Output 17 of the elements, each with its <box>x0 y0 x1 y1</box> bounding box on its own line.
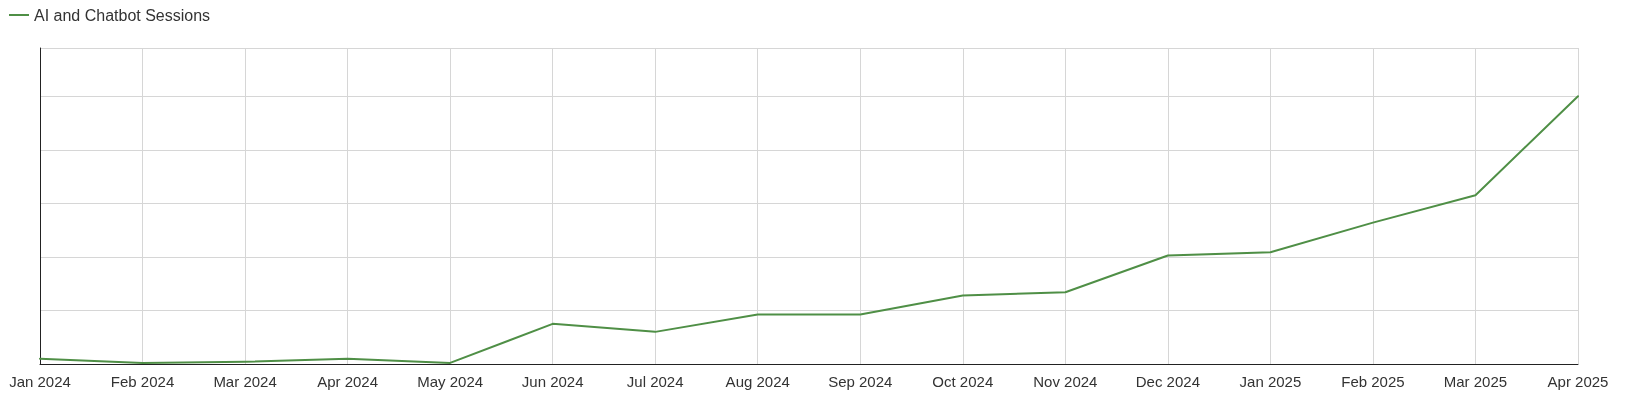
x-tick-label: Aug 2024 <box>725 373 790 390</box>
x-tick-label: Apr 2025 <box>1547 373 1609 390</box>
x-tick-label: Jun 2024 <box>521 373 584 390</box>
x-tick-label: Jul 2024 <box>626 373 684 390</box>
x-tick-label: Dec 2024 <box>1135 373 1200 390</box>
x-tick-label: Feb 2024 <box>110 373 175 390</box>
x-tick-label: Mar 2024 <box>213 373 277 390</box>
x-tick-label: Sep 2024 <box>828 373 893 390</box>
x-tick-label: Feb 2025 <box>1341 373 1405 390</box>
x-tick-label: Apr 2024 <box>317 373 379 390</box>
x-tick-label: Jan 2024 <box>9 373 71 390</box>
legend-label: AI and Chatbot Sessions <box>34 6 211 24</box>
x-tick-label: Oct 2024 <box>932 373 994 390</box>
x-tick-label: Mar 2025 <box>1443 373 1508 390</box>
x-tick-label: May 2024 <box>417 373 484 390</box>
x-tick-label: Nov 2024 <box>1033 373 1098 390</box>
x-tick-label: Jan 2025 <box>1239 373 1302 390</box>
